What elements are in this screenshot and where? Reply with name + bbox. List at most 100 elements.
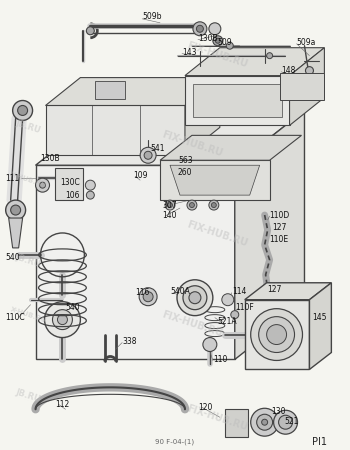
Text: FIX-HUB.RU: FIX-HUB.RU <box>161 130 224 159</box>
Circle shape <box>139 288 157 306</box>
Polygon shape <box>160 135 301 160</box>
Text: 110C: 110C <box>6 313 25 322</box>
Polygon shape <box>289 48 324 126</box>
Circle shape <box>52 310 72 329</box>
Circle shape <box>259 317 294 352</box>
Text: X-HUB.RU: X-HUB.RU <box>9 306 48 324</box>
Polygon shape <box>185 77 220 155</box>
Polygon shape <box>193 84 282 117</box>
Text: 110F: 110F <box>235 303 253 312</box>
Polygon shape <box>36 110 304 165</box>
Circle shape <box>274 410 298 434</box>
Circle shape <box>306 67 314 75</box>
Circle shape <box>213 36 223 46</box>
Circle shape <box>10 205 21 215</box>
Polygon shape <box>9 218 23 248</box>
Text: 145: 145 <box>313 313 327 322</box>
Polygon shape <box>235 110 304 360</box>
Circle shape <box>231 310 239 319</box>
Circle shape <box>13 100 33 121</box>
Circle shape <box>196 25 203 32</box>
Text: 110D: 110D <box>270 211 290 220</box>
Bar <box>56 168 83 200</box>
Text: 130: 130 <box>272 407 286 416</box>
Text: 114: 114 <box>232 287 246 296</box>
Text: 540A: 540A <box>170 287 190 296</box>
Text: 521A: 521A <box>218 317 237 326</box>
Circle shape <box>168 202 173 207</box>
Bar <box>245 300 309 369</box>
Text: 130B: 130B <box>41 154 60 163</box>
Text: X-HUB.RU: X-HUB.RU <box>9 171 48 189</box>
Bar <box>46 105 185 155</box>
Text: JB.RU: JB.RU <box>15 387 42 404</box>
Text: 111: 111 <box>6 174 20 183</box>
Circle shape <box>203 338 217 351</box>
Text: 521: 521 <box>285 417 299 426</box>
Circle shape <box>168 158 182 172</box>
Text: 541: 541 <box>150 144 164 153</box>
Bar <box>185 76 289 126</box>
Circle shape <box>86 27 94 35</box>
Circle shape <box>257 414 273 430</box>
Text: 563: 563 <box>178 156 193 165</box>
Text: FIX-HUB.RU: FIX-HUB.RU <box>161 309 224 338</box>
Circle shape <box>262 419 268 425</box>
Text: 109: 109 <box>133 171 148 180</box>
Text: 127: 127 <box>273 224 287 233</box>
Circle shape <box>193 22 207 36</box>
Circle shape <box>183 286 207 310</box>
Bar <box>160 160 270 200</box>
Circle shape <box>279 415 293 429</box>
Text: 116: 116 <box>135 288 149 297</box>
Text: 338: 338 <box>122 337 137 346</box>
Circle shape <box>165 200 175 210</box>
Text: 307: 307 <box>162 201 177 210</box>
Circle shape <box>189 292 201 304</box>
Text: 140: 140 <box>162 211 176 220</box>
Polygon shape <box>170 165 260 195</box>
Circle shape <box>170 175 180 185</box>
Text: 127: 127 <box>268 285 282 294</box>
Circle shape <box>172 162 178 169</box>
Bar <box>280 72 324 100</box>
Circle shape <box>222 294 234 306</box>
Circle shape <box>251 408 279 436</box>
Circle shape <box>85 180 95 190</box>
Text: 106: 106 <box>65 191 80 200</box>
Text: 509b: 509b <box>142 12 162 21</box>
Bar <box>36 165 235 360</box>
Text: 90 F-04-(1): 90 F-04-(1) <box>155 439 195 446</box>
Circle shape <box>267 324 287 345</box>
Text: 148: 148 <box>282 66 296 75</box>
Circle shape <box>40 182 46 188</box>
Circle shape <box>251 309 302 360</box>
Text: 509a: 509a <box>296 38 316 47</box>
Circle shape <box>86 191 94 199</box>
Circle shape <box>36 178 49 192</box>
Circle shape <box>211 202 216 207</box>
Polygon shape <box>46 77 220 105</box>
Circle shape <box>44 302 80 338</box>
Text: PI1: PI1 <box>312 437 327 447</box>
Circle shape <box>209 200 219 210</box>
Polygon shape <box>245 283 331 300</box>
Bar <box>95 81 125 99</box>
Text: FIX-HUB.RU: FIX-HUB.RU <box>185 220 248 248</box>
Text: JB.RU: JB.RU <box>15 118 42 135</box>
Circle shape <box>18 105 28 116</box>
Circle shape <box>6 200 26 220</box>
Text: 112: 112 <box>56 400 70 409</box>
Text: FIX-HUB.RU: FIX-HUB.RU <box>185 403 248 432</box>
Circle shape <box>187 200 197 210</box>
Text: 110E: 110E <box>270 235 289 244</box>
Polygon shape <box>309 283 331 369</box>
Text: 509: 509 <box>218 38 232 47</box>
Text: 110: 110 <box>213 355 227 364</box>
Polygon shape <box>225 409 248 437</box>
Circle shape <box>177 280 213 315</box>
Circle shape <box>143 292 153 302</box>
Text: 540: 540 <box>6 253 20 262</box>
Circle shape <box>215 38 220 43</box>
Circle shape <box>267 53 273 59</box>
